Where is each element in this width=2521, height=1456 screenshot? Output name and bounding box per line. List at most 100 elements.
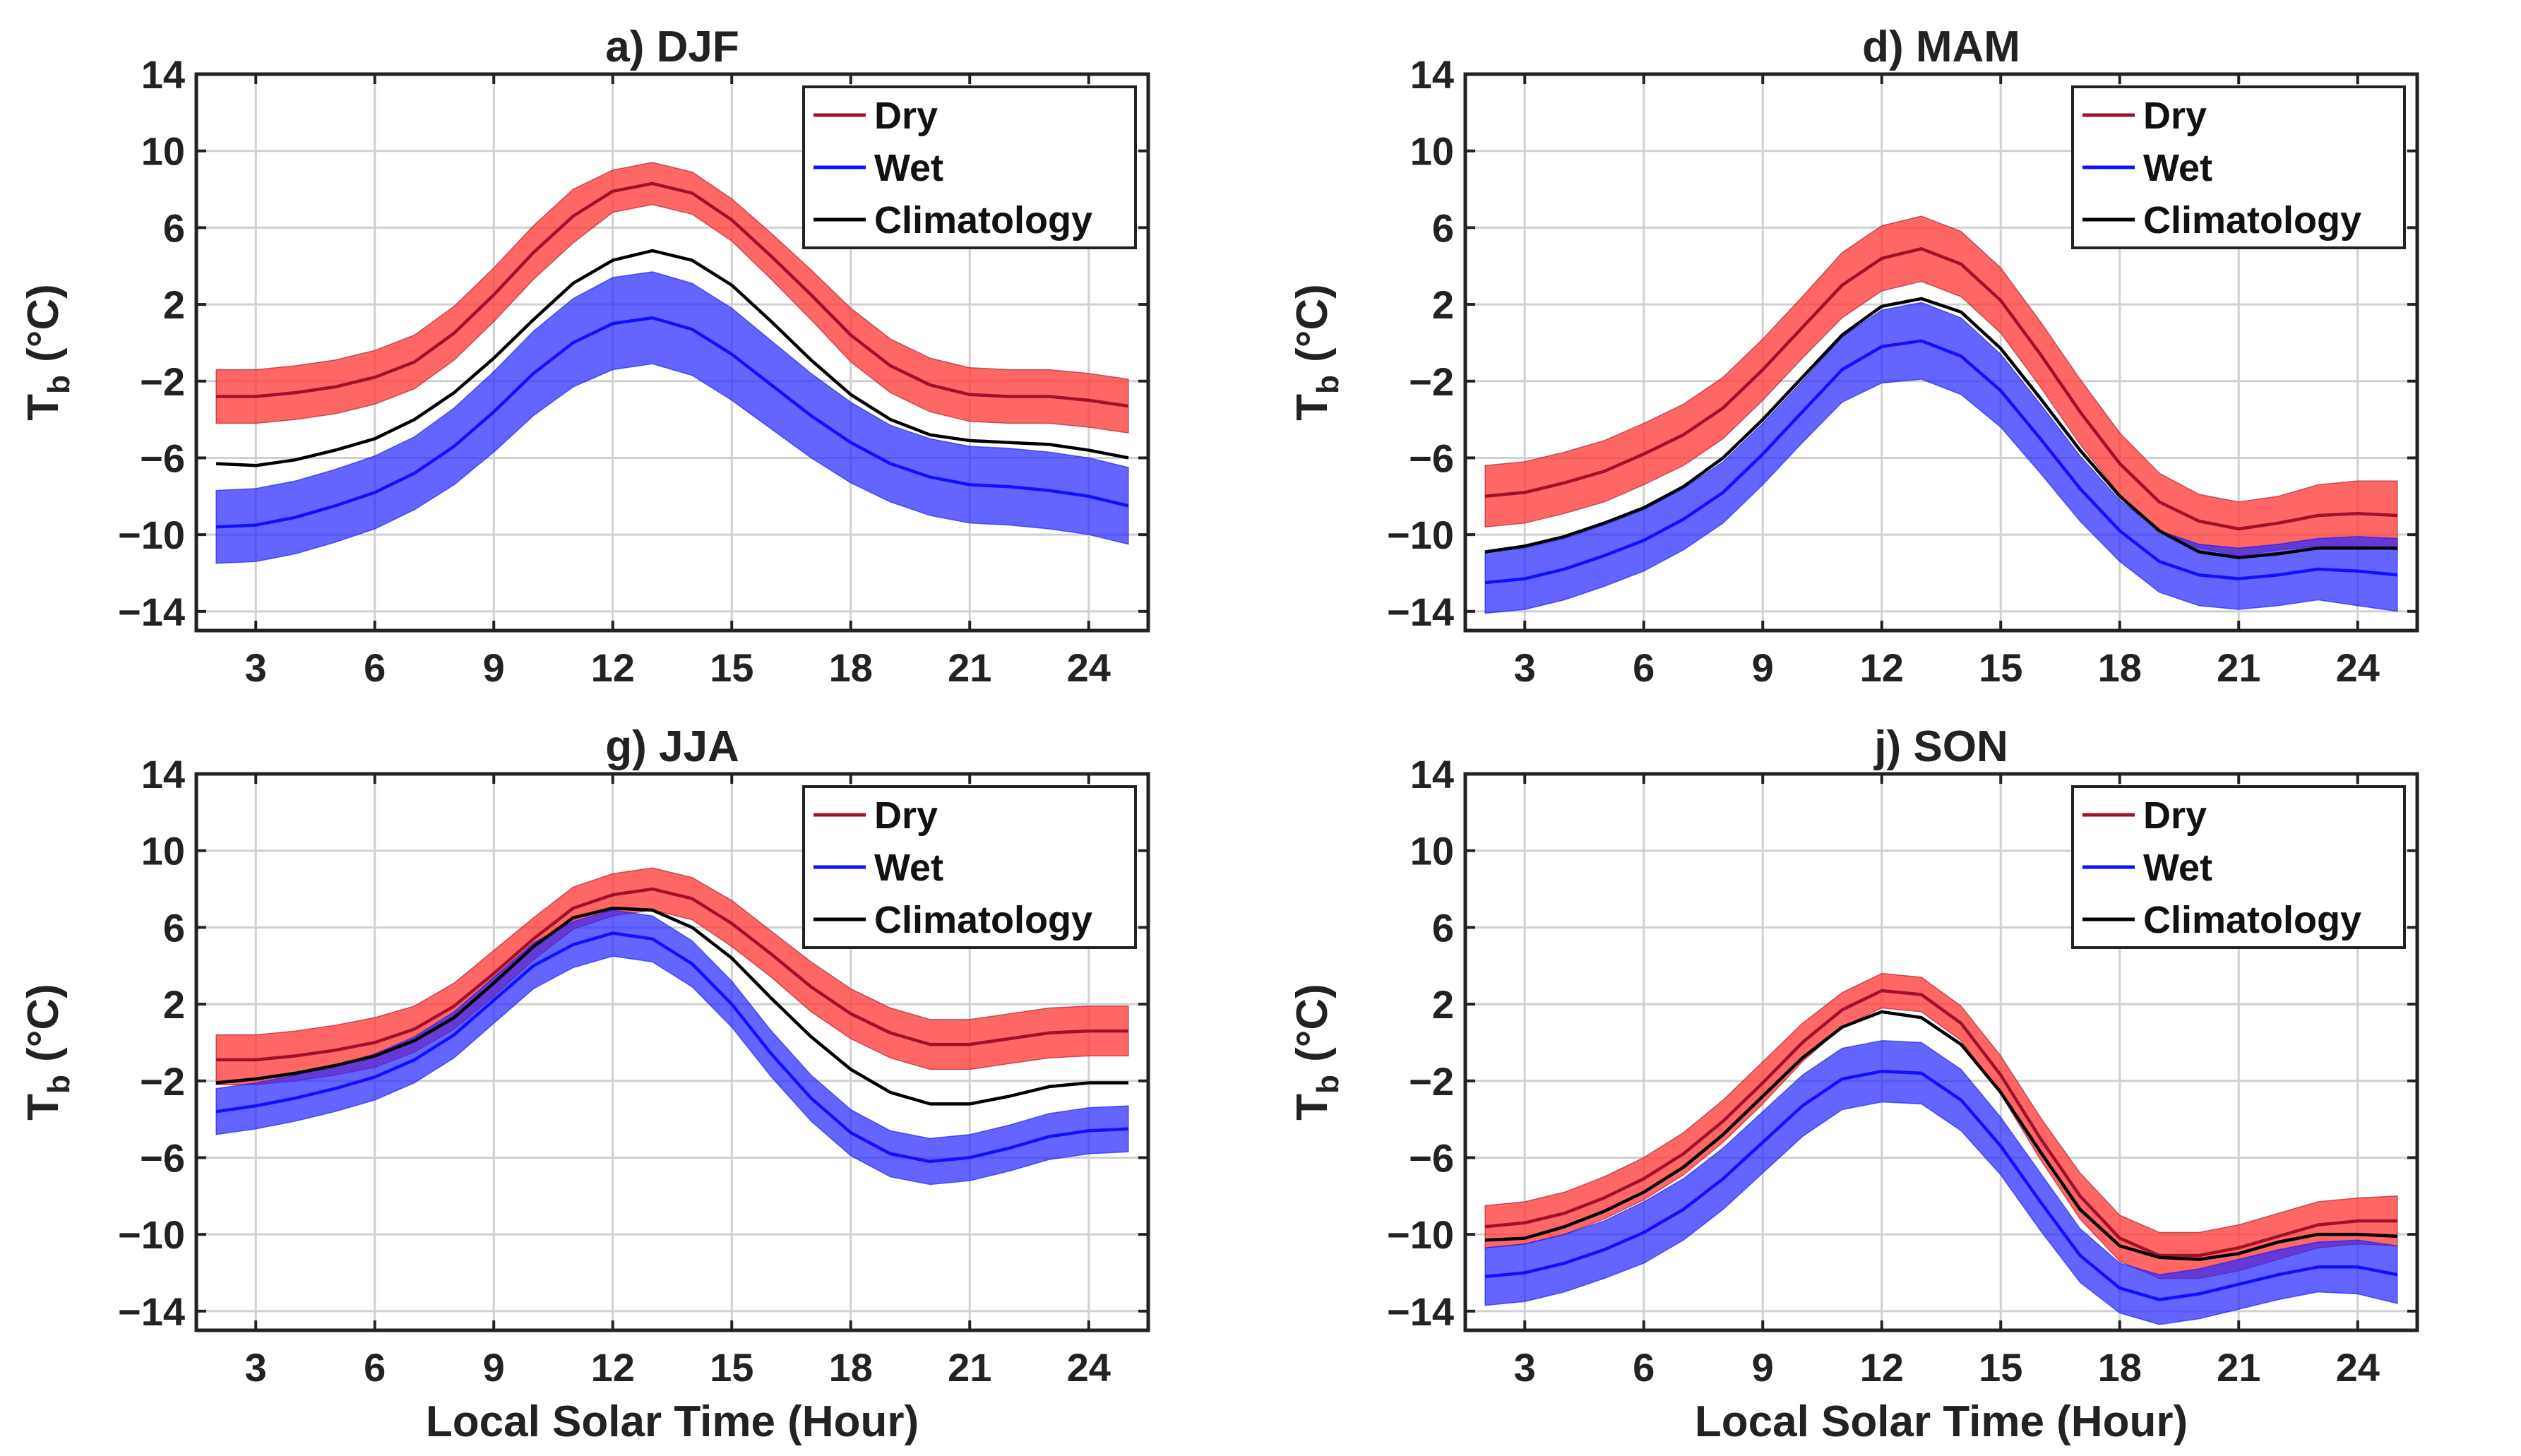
panel-1: 3 6 9 12 15 18 21 24 −14 −10 −6 −2 2 6 10 14 d) MAM Tb (°C… bbox=[1288, 23, 2419, 690]
series-line-dry bbox=[216, 887, 1128, 1062]
y-tick-label: 14 bbox=[141, 752, 185, 796]
legend-label-dry: Dry bbox=[874, 95, 938, 137]
y-tick-label: 2 bbox=[1432, 982, 1454, 1027]
y-axis-label-main: T bbox=[19, 1094, 68, 1121]
y-axis-label: Tb (°C) bbox=[19, 984, 76, 1121]
y-tick-label: −6 bbox=[140, 436, 185, 480]
x-tick-label: 15 bbox=[710, 1345, 753, 1390]
series-line-wet bbox=[1484, 1069, 2398, 1301]
y-tick-label: 6 bbox=[163, 205, 185, 250]
panel-0: 3 6 9 12 15 18 21 24 −14 −10 −6 −2 2 6 10 14 a) DJF Tb (°C… bbox=[19, 23, 1150, 690]
legend-label-wet: Wet bbox=[2143, 847, 2212, 889]
y-tick-label: 14 bbox=[1410, 52, 1454, 97]
y-tick-label: 14 bbox=[1410, 752, 1454, 796]
y-tick-label: 6 bbox=[1432, 205, 1454, 250]
x-tick-label: 6 bbox=[1633, 645, 1655, 690]
y-tick-label: −14 bbox=[1387, 590, 1454, 634]
series-line-climatology bbox=[1484, 297, 2397, 559]
y-axis-label-main: T bbox=[1288, 1094, 1337, 1121]
y-tick-label: −2 bbox=[140, 359, 185, 404]
legend-label-dry: Dry bbox=[2143, 794, 2207, 837]
panel-2: 3 6 9 12 15 18 21 24 −14 −10 −6 −2 2 6 10 14 g) JJA Tb (°C… bbox=[19, 722, 1150, 1446]
series-line-wet bbox=[1484, 339, 2398, 585]
panel-title: a) DJF bbox=[605, 23, 739, 71]
legend-label-wet: Wet bbox=[874, 847, 943, 889]
y-axis-label-sub: b bbox=[1311, 375, 1345, 394]
axes-frame bbox=[194, 72, 1150, 633]
series-line-dry bbox=[1484, 989, 2397, 1258]
x-tick-label: 3 bbox=[1514, 1345, 1536, 1390]
x-tick-label: 15 bbox=[1979, 645, 2022, 690]
x-tick-label: 18 bbox=[2098, 645, 2142, 690]
series-line-wet bbox=[215, 931, 1129, 1164]
x-tick-label: 24 bbox=[2336, 645, 2380, 690]
series-line-climatology bbox=[215, 249, 1129, 467]
x-tick-label: 9 bbox=[483, 645, 505, 690]
legend: Dry Wet Climatology bbox=[2071, 85, 2406, 249]
y-tick-label: −2 bbox=[1409, 359, 1454, 404]
band-wet bbox=[215, 271, 1129, 564]
x-tick-label: 12 bbox=[591, 645, 635, 690]
legend-label-climatology: Climatology bbox=[874, 899, 1092, 941]
y-axis-label-unit: (°C) bbox=[1288, 984, 1337, 1062]
y-tick-label: −10 bbox=[118, 513, 185, 557]
x-tick-label: 15 bbox=[1979, 1345, 2022, 1390]
x-tick-label: 6 bbox=[364, 1345, 386, 1390]
x-tick-label: 18 bbox=[829, 1345, 873, 1390]
legend: Dry Wet Climatology bbox=[2071, 785, 2406, 949]
legend-label-climatology: Climatology bbox=[874, 199, 1092, 241]
y-tick-label: −14 bbox=[118, 1289, 185, 1334]
legend: Dry Wet Climatology bbox=[802, 785, 1137, 949]
legend-label-dry: Dry bbox=[2143, 95, 2207, 137]
y-axis-label-unit: (°C) bbox=[19, 284, 68, 362]
x-tick-label: 3 bbox=[245, 645, 267, 690]
y-axis-label-sub: b bbox=[1311, 1075, 1345, 1094]
y-tick-label: 6 bbox=[1432, 905, 1454, 950]
series-line-dry bbox=[216, 181, 1129, 408]
x-tick-label: 18 bbox=[829, 645, 873, 690]
x-tick-label: 3 bbox=[1514, 645, 1536, 690]
series-line-dry bbox=[1484, 247, 2398, 531]
x-tick-label: 9 bbox=[1752, 645, 1774, 690]
y-tick-label: 10 bbox=[141, 829, 185, 873]
axes-frame bbox=[194, 772, 1150, 1332]
axes-frame bbox=[1463, 72, 2419, 633]
legend: Dry Wet Climatology bbox=[802, 85, 1137, 249]
y-tick-label: −2 bbox=[140, 1059, 185, 1104]
y-tick-label: 2 bbox=[1432, 282, 1454, 327]
x-tick-label: 24 bbox=[2336, 1345, 2380, 1390]
x-tick-label: 12 bbox=[1860, 645, 1904, 690]
x-tick-label: 6 bbox=[1633, 1345, 1655, 1390]
y-tick-label: 10 bbox=[1410, 829, 1454, 873]
series-line-climatology bbox=[1484, 1010, 2398, 1261]
x-tick-label: 9 bbox=[483, 1345, 505, 1390]
series-line-wet bbox=[215, 316, 1129, 529]
y-tick-label: −6 bbox=[140, 1135, 185, 1180]
y-axis-label-sub: b bbox=[42, 1075, 76, 1094]
axes-frame bbox=[1463, 772, 2419, 1332]
data-group bbox=[1484, 215, 2398, 614]
x-tick-label: 24 bbox=[1067, 645, 1111, 690]
y-tick-label: −6 bbox=[1409, 1135, 1454, 1180]
x-tick-label: 3 bbox=[245, 1345, 267, 1390]
data-group bbox=[215, 867, 1129, 1186]
x-tick-label: 21 bbox=[2217, 645, 2260, 690]
y-tick-label: 2 bbox=[163, 982, 185, 1027]
x-tick-label: 12 bbox=[1860, 1345, 1904, 1390]
y-tick-label: 14 bbox=[141, 52, 185, 97]
legend-label-dry: Dry bbox=[874, 794, 938, 837]
x-tick-label: 12 bbox=[591, 1345, 635, 1390]
x-tick-label: 21 bbox=[948, 645, 991, 690]
y-tick-label: −14 bbox=[118, 590, 185, 634]
x-tick-label: 18 bbox=[2098, 1345, 2142, 1390]
y-axis-label-sub: b bbox=[42, 375, 76, 394]
y-tick-label: −14 bbox=[1387, 1289, 1454, 1334]
legend-label-climatology: Climatology bbox=[2143, 899, 2361, 941]
y-axis-label: Tb (°C) bbox=[1288, 984, 1345, 1121]
y-tick-label: −2 bbox=[1409, 1059, 1454, 1104]
x-tick-label: 24 bbox=[1067, 1345, 1111, 1390]
data-group bbox=[1484, 972, 2398, 1325]
y-tick-label: 10 bbox=[141, 129, 185, 174]
x-tick-label: 15 bbox=[710, 645, 753, 690]
